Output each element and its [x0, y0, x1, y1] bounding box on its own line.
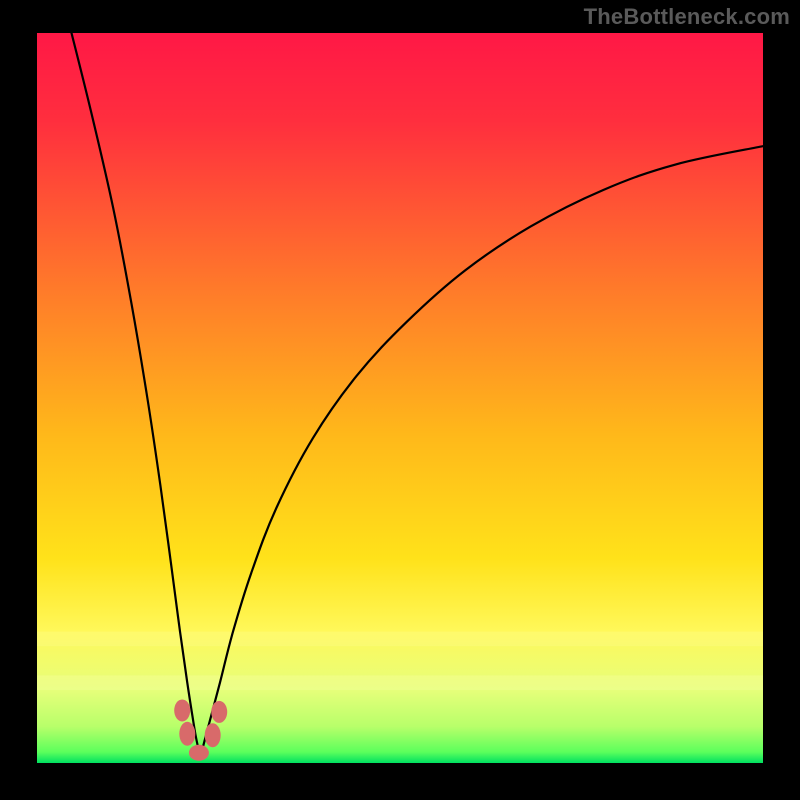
chart-svg	[0, 0, 800, 800]
plot-band	[37, 632, 763, 647]
marker-blob	[211, 701, 227, 723]
marker-blob	[205, 723, 221, 747]
marker-blob	[189, 745, 209, 761]
marker-blob	[174, 699, 190, 721]
chart-container: TheBottleneck.com	[0, 0, 800, 800]
plot-band	[37, 675, 763, 690]
watermark-text: TheBottleneck.com	[584, 4, 790, 30]
plot-area	[37, 33, 763, 763]
marker-blob	[179, 722, 195, 746]
